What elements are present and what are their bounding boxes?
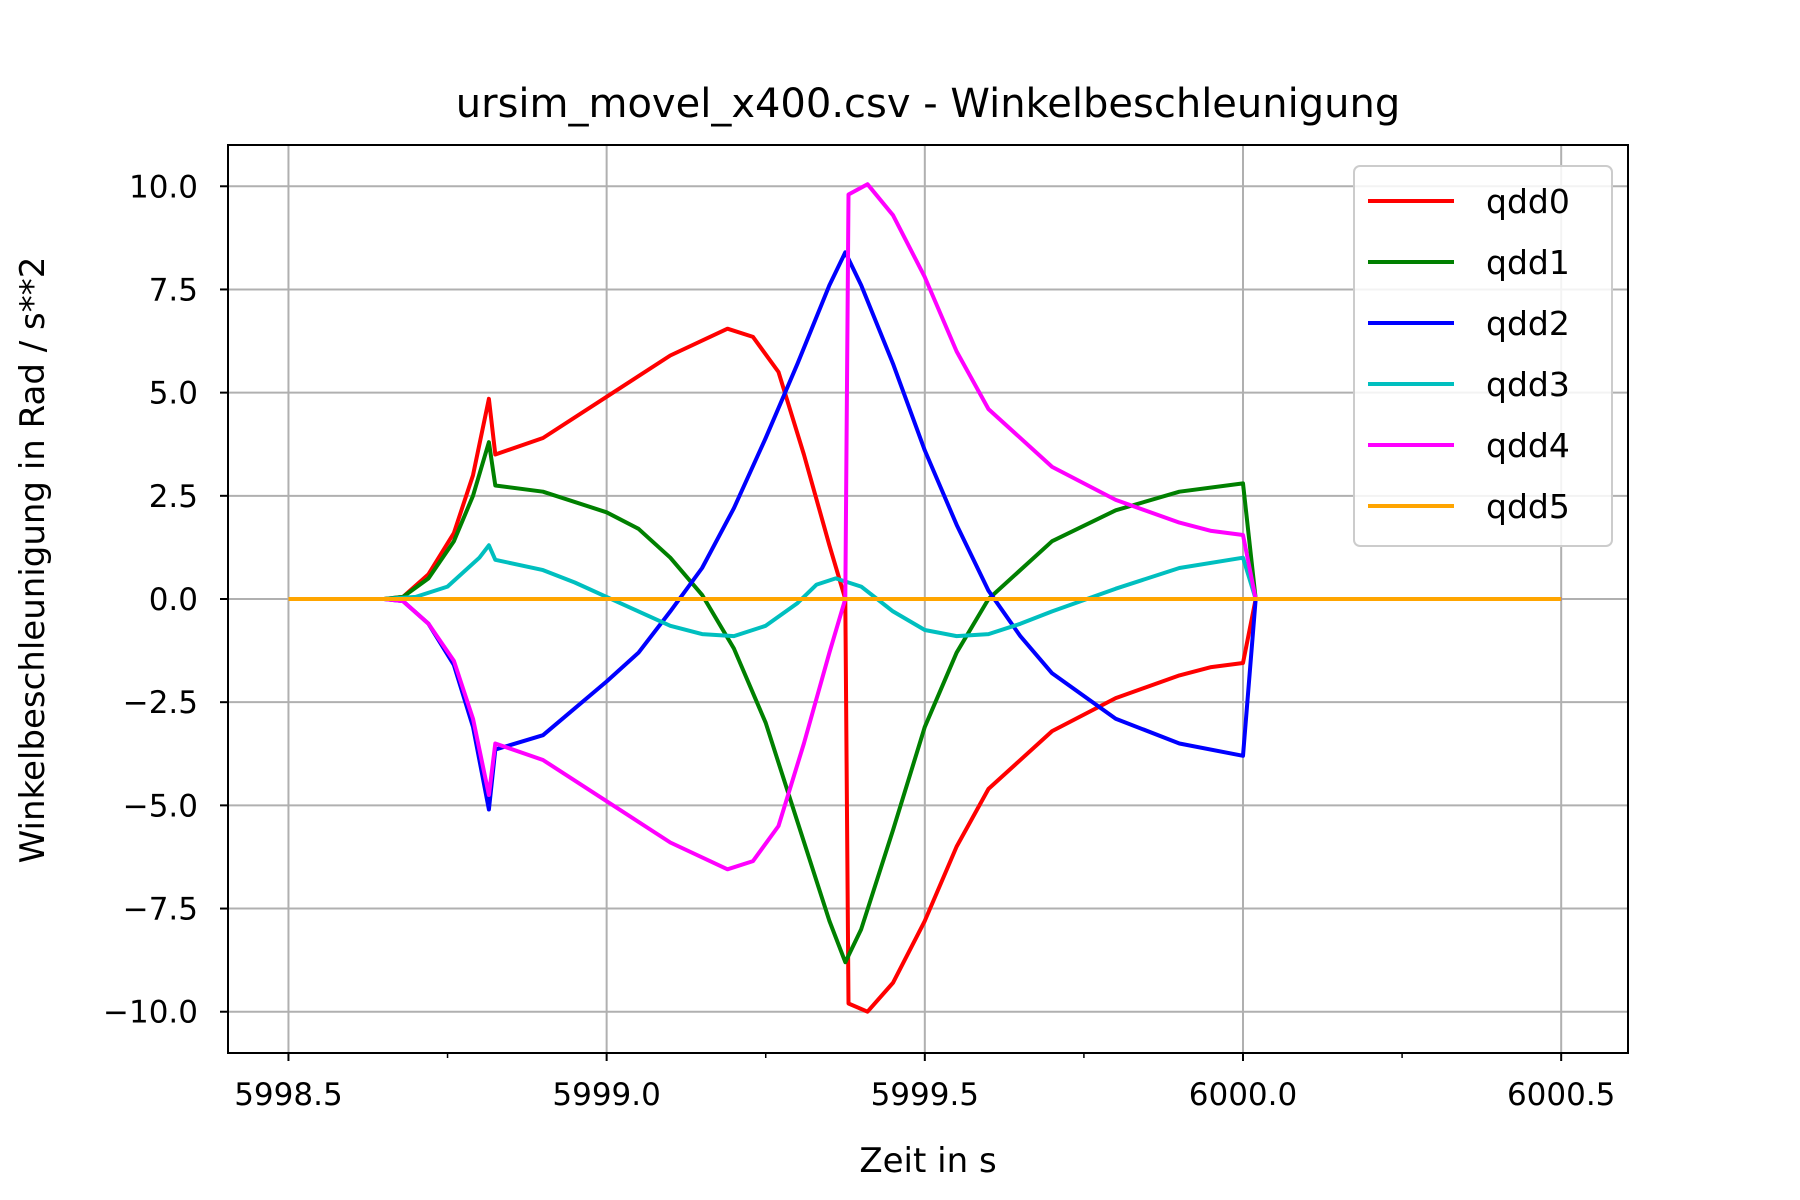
y-tick-label: 0.0 [149, 582, 198, 618]
y-tick-label: 2.5 [149, 479, 198, 515]
x-tick-label: 5998.5 [234, 1077, 342, 1113]
series-line-qdd1 [288, 440, 1562, 965]
legend-label-qdd1: qdd1 [1486, 243, 1570, 282]
legend-label-qdd4: qdd4 [1486, 426, 1570, 465]
legend-label-qdd0: qdd0 [1486, 182, 1570, 221]
x-axis-label: Zeit in s [859, 1141, 996, 1181]
series-line-qdd2 [288, 250, 1562, 812]
series-line-qdd0 [288, 326, 1562, 1014]
y-tick-label: 7.5 [149, 272, 198, 308]
series-line-qdd3 [288, 543, 1562, 639]
axis-ticks: 5998.5 5999.0 5999.5 6000.0 6000.5 10.0 7.5 5.0… [103, 169, 1615, 1113]
x-tick-label: 6000.0 [1189, 1077, 1297, 1113]
y-tick-label: −2.5 [123, 685, 198, 721]
y-tick-label: −7.5 [123, 892, 198, 928]
series-line-qdd4 [288, 182, 1562, 872]
series-layer [288, 182, 1562, 1014]
legend-label-qdd3: qdd3 [1486, 365, 1570, 404]
x-tick-label: 5999.5 [871, 1077, 979, 1113]
y-tick-label: −5.0 [123, 788, 198, 824]
chart-title: ursim_movel_x400.csv - Winkelbeschleunig… [456, 81, 1400, 127]
x-tick-label: 6000.5 [1507, 1077, 1615, 1113]
legend-label-qdd2: qdd2 [1486, 304, 1570, 343]
y-tick-label: −10.0 [103, 995, 198, 1031]
y-axis-label: Winkelbeschleunigung in Rad / s**2 [13, 257, 53, 864]
legend-label-qdd5: qdd5 [1486, 487, 1570, 526]
x-tick-label: 5999.0 [552, 1077, 660, 1113]
y-tick-label: 10.0 [129, 169, 198, 205]
legend-box [1353, 165, 1613, 547]
y-tick-label: 5.0 [149, 376, 198, 412]
legend: qdd0 qdd1 qdd2 qdd3 qdd4 qdd5 [1353, 165, 1613, 547]
